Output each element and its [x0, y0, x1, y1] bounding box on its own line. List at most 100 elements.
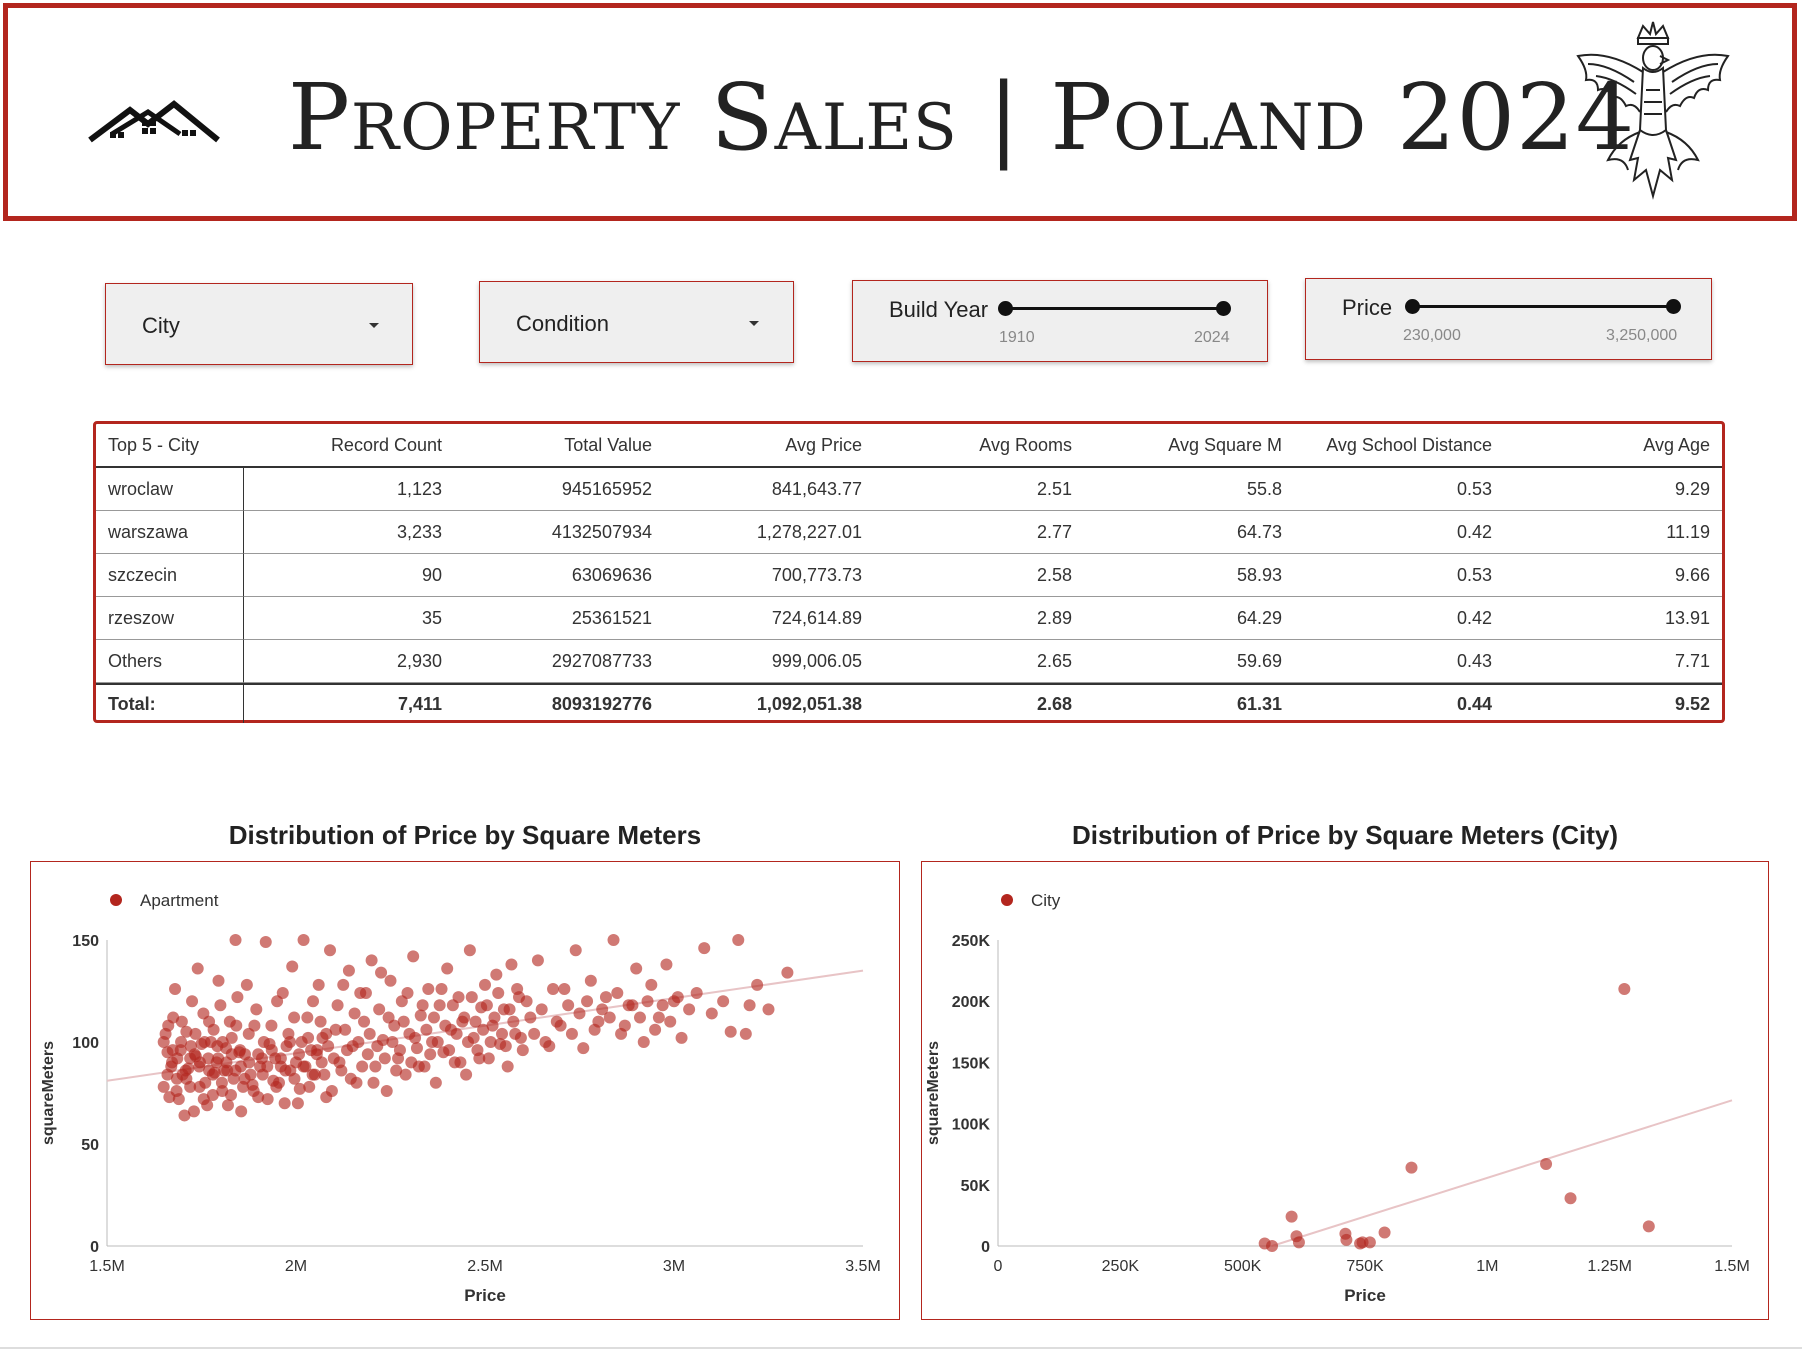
x-tick-label: 2.5M: [467, 1258, 503, 1275]
data-point: [293, 1048, 306, 1061]
build-year-label: Build Year: [889, 297, 989, 322]
x-tick-label: 2M: [285, 1258, 307, 1275]
data-point: [265, 1044, 278, 1057]
condition-dropdown-label: Condition: [516, 311, 609, 336]
data-point: [637, 1036, 650, 1048]
data-point: [225, 1031, 238, 1044]
data-point: [507, 1015, 520, 1028]
data-point: [520, 995, 533, 1008]
data-point: [443, 1044, 456, 1057]
table-cell: 35: [244, 597, 454, 640]
data-point: [535, 1003, 548, 1016]
column-header[interactable]: Avg Rooms: [874, 424, 1084, 468]
data-point: [307, 995, 320, 1008]
table-header-row: Top 5 - City Record Count Total Value Av…: [96, 424, 1722, 468]
x-tick-label: 1M: [1476, 1258, 1498, 1275]
data-point: [259, 936, 272, 949]
column-header[interactable]: Record Count: [244, 424, 454, 468]
table-cell: 2.68: [874, 683, 1084, 723]
data-point: [375, 966, 388, 979]
data-point: [1540, 1157, 1553, 1170]
data-point: [312, 978, 325, 991]
data-point: [1405, 1161, 1418, 1174]
column-header[interactable]: Total Value: [454, 424, 664, 468]
data-point: [656, 999, 669, 1012]
data-point: [180, 1025, 193, 1038]
data-point: [193, 1056, 206, 1069]
table-cell: 11.19: [1504, 511, 1722, 554]
data-point: [1363, 1236, 1376, 1249]
table-cell: rzeszow: [96, 597, 244, 640]
data-point: [184, 1040, 197, 1053]
data-point: [341, 1044, 354, 1057]
y-tick-label: 200K: [952, 994, 991, 1011]
table-cell: 0.42: [1294, 511, 1504, 554]
data-point: [291, 1097, 304, 1110]
data-point: [458, 1011, 471, 1024]
data-point: [469, 1015, 482, 1028]
data-point: [352, 1036, 365, 1048]
table-cell: 1,278,227.01: [664, 511, 874, 554]
table-total-row: Total: 7,411 8093192776 1,092,051.38 2.6…: [96, 683, 1722, 723]
data-point: [231, 991, 244, 1004]
table-cell: 2.65: [874, 640, 1084, 683]
data-point: [416, 999, 429, 1012]
column-header[interactable]: Top 5 - City: [96, 424, 244, 468]
data-point: [461, 1036, 474, 1048]
x-tick-label: 1.5M: [1714, 1258, 1750, 1275]
city-dropdown[interactable]: City: [105, 283, 413, 365]
data-point: [279, 1064, 292, 1077]
data-point: [422, 982, 435, 995]
data-point: [480, 999, 493, 1012]
table-cell: 63069636: [454, 554, 664, 597]
data-point: [454, 1056, 467, 1069]
data-point: [743, 999, 756, 1012]
data-point: [410, 1042, 423, 1055]
y-tick-label: 0: [90, 1239, 99, 1256]
data-point: [724, 1025, 737, 1038]
data-point: [407, 950, 420, 963]
price-max-handle[interactable]: [1666, 299, 1681, 314]
scatter-plot-apartment: Apartment 1.5M 2M 2.5M 3M 3.5M 0 50 100 150 Price s…: [40, 891, 881, 1305]
data-point: [230, 1019, 243, 1032]
build-year-slider-track[interactable]: [1005, 307, 1223, 310]
table-cell: 58.93: [1084, 554, 1294, 597]
data-point: [562, 999, 575, 1012]
table-cell: 0.43: [1294, 640, 1504, 683]
column-header[interactable]: Avg Price: [664, 424, 874, 468]
x-tick-label: 1.25M: [1587, 1258, 1631, 1275]
data-point: [524, 1011, 537, 1024]
data-point: [329, 1023, 342, 1036]
data-point: [189, 1027, 202, 1040]
data-point: [337, 978, 350, 991]
data-point: [547, 982, 560, 995]
data-point: [446, 999, 459, 1012]
data-point: [433, 999, 446, 1012]
data-point: [1618, 982, 1631, 995]
data-point: [683, 1003, 696, 1016]
data-point: [690, 987, 703, 1000]
table-cell: 8093192776: [454, 683, 664, 723]
table-cell: 2.51: [874, 468, 1084, 511]
table-cell: 1,123: [244, 468, 454, 511]
price-slider-track[interactable]: [1412, 305, 1673, 308]
column-header[interactable]: Avg School Distance: [1294, 424, 1504, 468]
build-year-max-handle[interactable]: [1216, 301, 1231, 316]
column-header[interactable]: Avg Age: [1504, 424, 1722, 468]
table-cell: 2927087733: [454, 640, 664, 683]
table-cell: 2.89: [874, 597, 1084, 640]
column-header[interactable]: Avg Square M: [1084, 424, 1294, 468]
scatter-chart-city: City 0 250K 500K 750K 1M 1.25M 1.5M 0 50K 100K 150K…: [921, 861, 1769, 1320]
data-point: [429, 1076, 442, 1089]
chevron-down-icon: [749, 321, 759, 326]
build-year-min-handle[interactable]: [998, 301, 1013, 316]
condition-dropdown[interactable]: Condition: [479, 281, 794, 363]
build-year-min-value: 1910: [999, 329, 1035, 346]
data-point: [645, 978, 658, 991]
data-point: [503, 1003, 516, 1016]
data-point: [675, 1031, 688, 1044]
data-point: [618, 1019, 631, 1032]
price-min-handle[interactable]: [1405, 299, 1420, 314]
data-point: [265, 1019, 278, 1032]
data-point: [274, 1052, 287, 1065]
